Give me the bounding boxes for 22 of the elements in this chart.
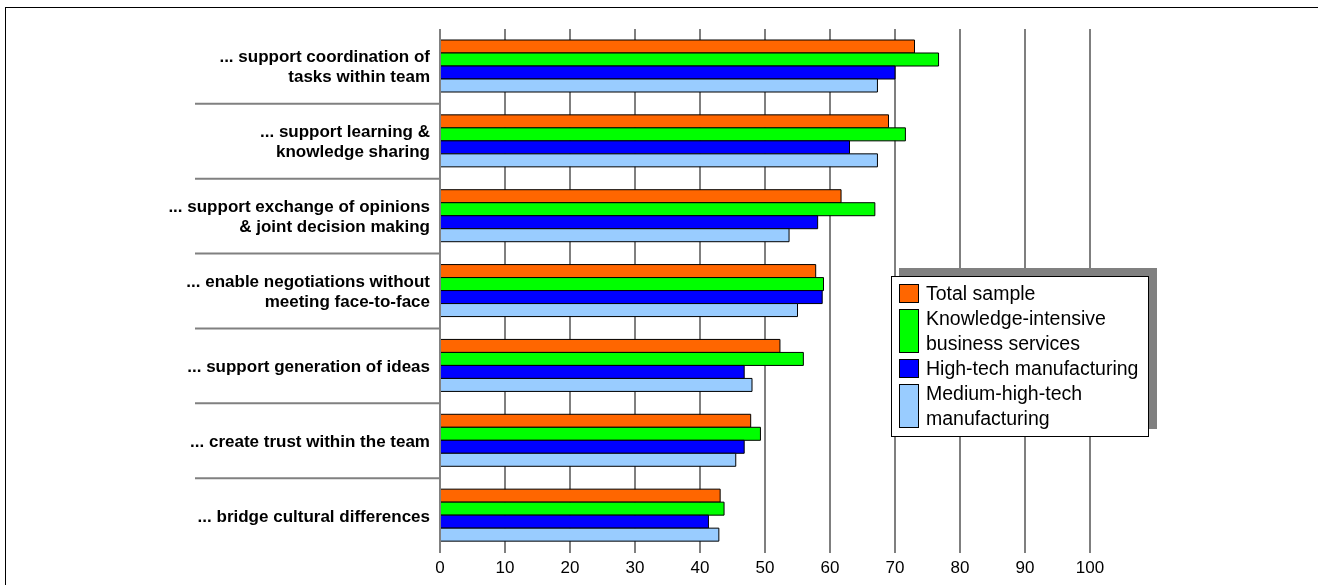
y-tick-label: ... enable negotiations without meeting face-to-face bbox=[186, 271, 431, 311]
x-tick-label: 0 bbox=[435, 558, 445, 578]
x-tick-label: 60 bbox=[820, 558, 840, 578]
x-tick-label: 80 bbox=[950, 558, 970, 578]
y-tick-label: ... bridge cultural differences bbox=[197, 506, 430, 526]
x-tick-label: 70 bbox=[885, 558, 905, 578]
y-tick-label: ... support generation of ideas bbox=[187, 356, 430, 376]
x-tick-label: 30 bbox=[625, 558, 645, 578]
x-tick-label: 90 bbox=[1015, 558, 1035, 578]
x-tick-label: 50 bbox=[755, 558, 775, 578]
y-tick-label: ... support coordination of tasks within team bbox=[219, 47, 431, 87]
legend-label: Knowledge-intensive business services bbox=[926, 306, 1107, 356]
x-tick-label: 20 bbox=[560, 558, 580, 578]
y-tick-label: ... support learning & knowledge sharing bbox=[259, 122, 430, 162]
legend-label: Medium-high-tech manufacturing bbox=[926, 381, 1084, 431]
x-tick-label: 10 bbox=[495, 558, 515, 578]
legend-label: High-tech manufacturing bbox=[926, 356, 1140, 381]
x-tick-label: 40 bbox=[690, 558, 710, 578]
x-tick-label: 100 bbox=[1075, 558, 1105, 578]
legend-label: Total sample bbox=[926, 281, 1037, 306]
y-tick-label: ... create trust within the team bbox=[190, 431, 430, 451]
y-tick-label: ... support exchange of opinions & joint decision making bbox=[168, 197, 430, 237]
